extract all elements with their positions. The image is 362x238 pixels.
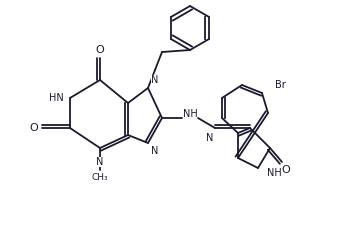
Text: HN: HN <box>49 93 63 103</box>
Text: N: N <box>206 133 214 143</box>
Text: N: N <box>151 75 159 85</box>
Text: O: O <box>30 123 38 133</box>
Text: N: N <box>96 157 104 167</box>
Text: Br: Br <box>275 80 285 90</box>
Text: NH: NH <box>267 168 281 178</box>
Text: NH: NH <box>182 109 197 119</box>
Text: N: N <box>151 146 159 156</box>
Text: CH₃: CH₃ <box>92 174 108 183</box>
Text: O: O <box>282 165 290 175</box>
Text: O: O <box>96 45 104 55</box>
